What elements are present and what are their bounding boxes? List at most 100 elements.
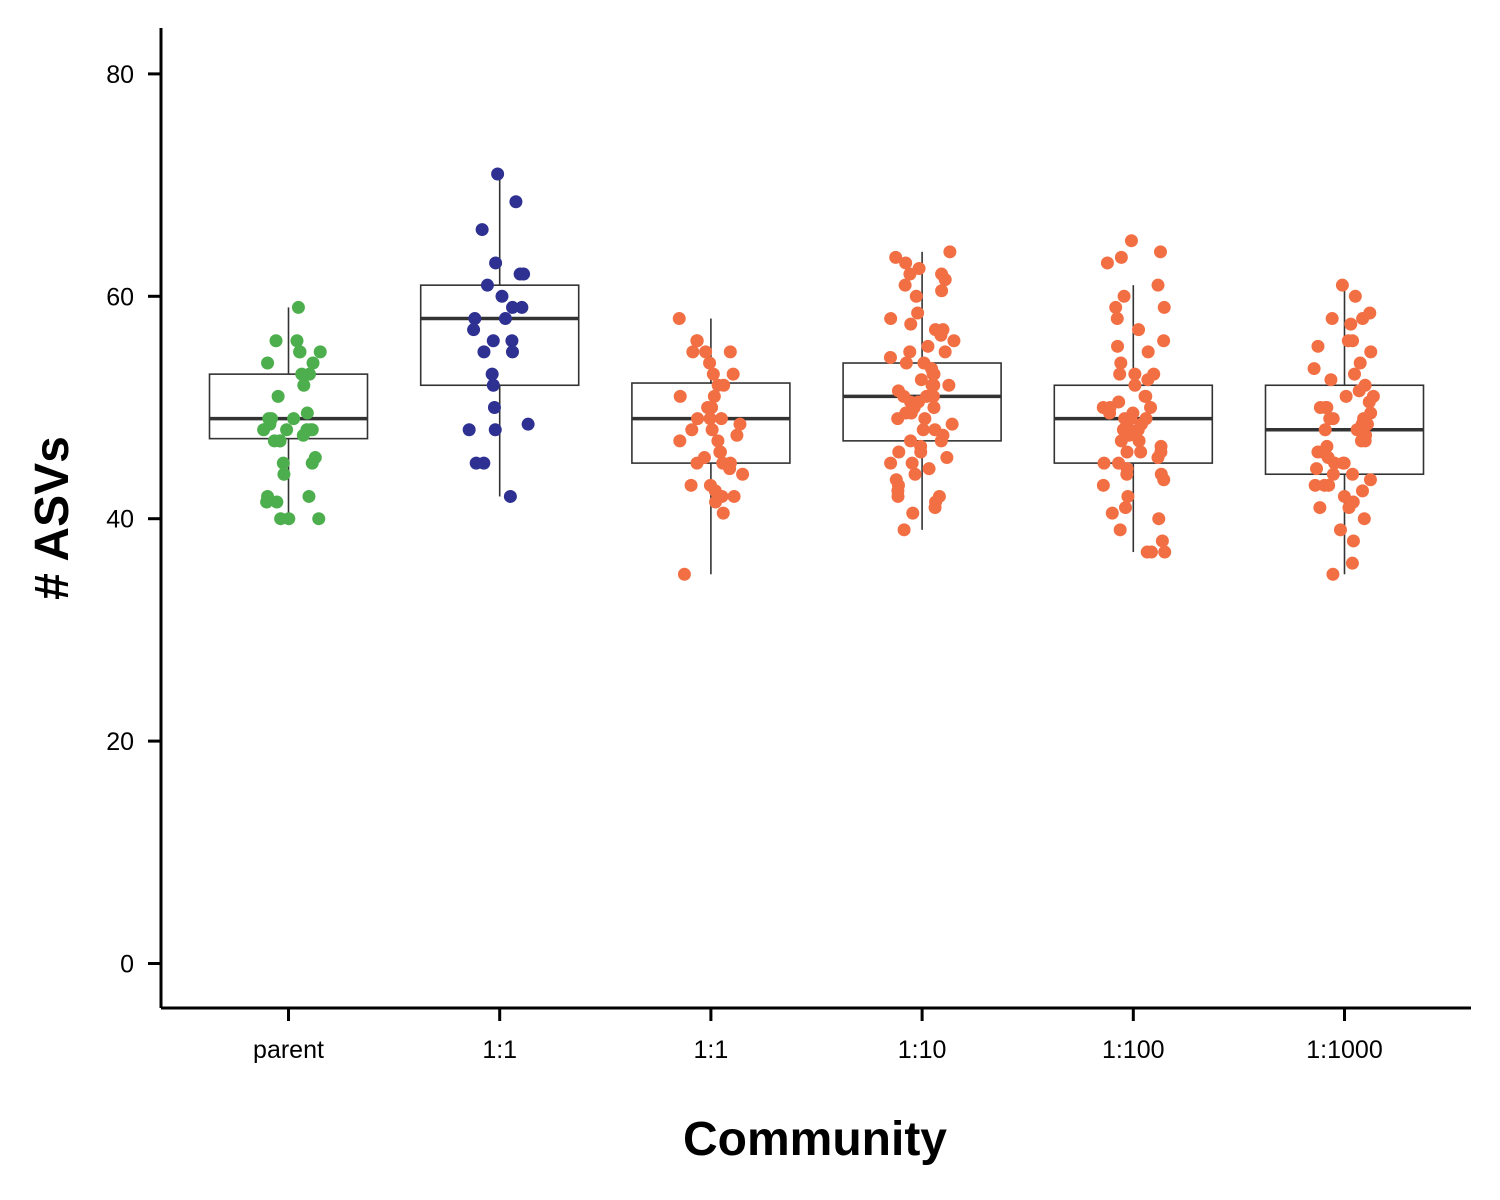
data-point <box>1121 489 1135 503</box>
data-point <box>934 434 948 448</box>
data-point <box>903 267 917 281</box>
data-point <box>1346 534 1360 548</box>
data-point <box>938 345 952 359</box>
x-tick-label: 1:1 <box>694 1036 729 1064</box>
data-point <box>291 300 305 314</box>
data-point <box>1128 378 1142 392</box>
data-point <box>293 345 307 359</box>
data-point <box>723 462 737 476</box>
data-point <box>313 345 327 359</box>
data-point <box>898 278 912 292</box>
data-point <box>1157 473 1171 487</box>
data-point <box>498 312 512 326</box>
data-point <box>1132 434 1146 448</box>
data-point <box>703 412 717 426</box>
y-tick-label: 0 <box>120 951 134 979</box>
data-point <box>926 367 940 381</box>
data-point <box>1348 289 1362 303</box>
data-point <box>1157 334 1171 348</box>
data-point <box>733 417 747 431</box>
data-point <box>1320 401 1334 414</box>
data-point <box>271 389 285 403</box>
y-tick-label: 80 <box>106 61 134 89</box>
data-point <box>1364 345 1378 359</box>
data-point <box>1333 523 1347 537</box>
data-point <box>1151 278 1165 292</box>
data-point <box>487 401 501 414</box>
data-point <box>928 501 942 515</box>
data-point <box>1341 334 1355 348</box>
data-point <box>276 456 290 470</box>
data-point <box>1318 423 1332 437</box>
data-point <box>1335 278 1349 292</box>
data-point <box>736 467 750 481</box>
data-point <box>1311 339 1325 353</box>
data-point <box>503 489 517 503</box>
data-point <box>730 428 744 442</box>
data-point <box>469 456 483 470</box>
data-point <box>1337 456 1351 470</box>
data-point <box>1339 389 1353 403</box>
data-point <box>480 278 494 292</box>
data-point <box>1313 501 1327 515</box>
data-point <box>699 345 713 359</box>
data-point <box>726 367 740 381</box>
data-point <box>1352 384 1366 398</box>
data-point <box>1151 451 1165 465</box>
data-point <box>903 345 917 359</box>
data-point <box>1097 456 1111 470</box>
box-iqr <box>631 382 791 464</box>
data-point <box>943 245 957 259</box>
data-point <box>468 312 482 326</box>
data-point <box>509 195 523 209</box>
data-point <box>1342 501 1356 515</box>
data-point <box>1138 389 1152 403</box>
data-point <box>1158 545 1172 559</box>
data-point <box>1326 467 1340 481</box>
data-point <box>1096 478 1110 492</box>
data-point <box>269 334 283 348</box>
data-point <box>918 412 932 426</box>
data-point <box>1311 445 1325 459</box>
data-point <box>1109 300 1123 314</box>
data-point <box>1344 317 1358 331</box>
data-point <box>705 423 719 437</box>
data-point <box>1118 501 1132 515</box>
data-point <box>1113 523 1127 537</box>
data-point <box>686 345 700 359</box>
data-point <box>1141 345 1155 359</box>
data-point <box>921 339 935 353</box>
data-point <box>1362 395 1376 409</box>
data-point <box>883 350 897 364</box>
data-point <box>270 495 284 509</box>
data-point <box>922 462 936 476</box>
data-point <box>891 489 905 503</box>
data-point <box>1114 434 1128 448</box>
data-point <box>884 312 898 326</box>
data-point <box>716 506 730 520</box>
ticks-layer: 0 20 40 60 80 parent 1:1 1:1 1:10 1:100 1:1000 <box>106 61 1383 1064</box>
data-point <box>916 423 930 437</box>
data-point <box>261 356 275 370</box>
data-point <box>1363 473 1377 487</box>
data-point <box>1310 462 1324 476</box>
data-point <box>1117 289 1131 303</box>
data-point <box>709 495 723 509</box>
data-point <box>1134 445 1148 459</box>
data-point <box>945 417 959 431</box>
data-point <box>1347 367 1361 381</box>
data-point <box>892 445 906 459</box>
data-point <box>1322 478 1336 492</box>
data-point <box>914 373 928 387</box>
data-point <box>1354 434 1368 448</box>
data-point <box>1155 534 1169 548</box>
data-point <box>927 401 941 414</box>
data-point <box>1345 556 1359 570</box>
data-point <box>938 273 952 287</box>
data-point <box>1100 256 1114 270</box>
data-point <box>296 428 310 442</box>
data-point <box>282 512 296 526</box>
data-point <box>1128 367 1142 381</box>
data-point <box>1152 512 1166 526</box>
data-point <box>312 512 326 526</box>
